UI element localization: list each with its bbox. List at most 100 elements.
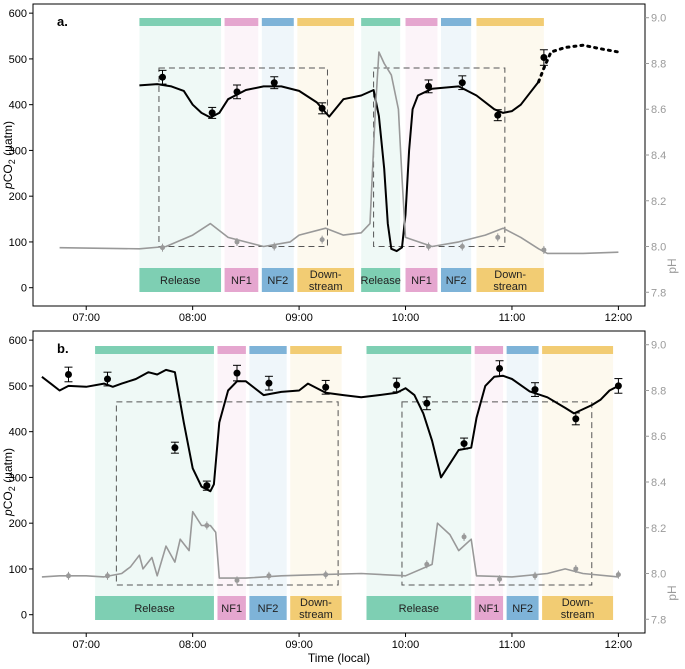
y-left-tick-label: 200 <box>9 518 27 530</box>
zone-background <box>474 346 504 620</box>
x-tick-label: 10:00 <box>392 312 420 324</box>
ph-sample-point <box>234 239 240 245</box>
pco2-sample-point <box>322 383 330 391</box>
ph-sample-point <box>424 561 430 567</box>
zone-background <box>217 346 246 620</box>
pco2-sample-point <box>233 88 241 96</box>
x-tick-label: 07:00 <box>72 312 100 324</box>
zone-label: stream <box>299 609 333 621</box>
ph-sample-point <box>234 577 240 583</box>
y-right-tick-label: 8.2 <box>651 196 666 208</box>
y-left-tick-label: 400 <box>9 427 27 439</box>
zone-top-bar <box>249 346 287 354</box>
panel-label: b. <box>57 341 69 356</box>
zone-background <box>405 18 438 292</box>
zone-background <box>366 346 472 620</box>
zone-label-box <box>506 596 539 620</box>
y-left-tick-label: 600 <box>9 8 27 20</box>
ph-sample-point <box>615 572 621 578</box>
pco2-sample-point <box>64 370 72 378</box>
zone-label: NF2 <box>512 603 533 615</box>
pco2-sample-point <box>572 415 580 423</box>
pco2-sample-point <box>171 444 179 452</box>
pco2-sample-point <box>104 375 112 383</box>
zone-label: stream <box>493 281 527 293</box>
x-axis-label: Time (local) <box>308 651 370 665</box>
zone-top-bar <box>405 18 438 26</box>
zone-top-bar <box>290 346 342 354</box>
zone-label: Release <box>160 275 200 287</box>
pco2-sample-point <box>208 109 216 117</box>
ph-sample-point <box>495 234 501 240</box>
zone-top-bar <box>476 18 544 26</box>
zone-label-box <box>542 596 614 620</box>
zone-label-box <box>217 596 246 620</box>
pco2-sample-point <box>318 104 326 112</box>
y-left-axis-label: pCO2 (µatm) <box>1 121 17 190</box>
ph-sample-point <box>497 576 503 582</box>
y-right-tick-label: 8.4 <box>651 150 666 162</box>
zone-label-box <box>139 268 222 292</box>
ph-sample-point <box>573 566 579 572</box>
ph-sample-point <box>459 244 465 250</box>
pco2-sample-point <box>540 54 548 62</box>
y-right-tick-label: 7.8 <box>651 287 666 299</box>
x-tick-label: 09:00 <box>285 312 313 324</box>
zone-top-bar <box>506 346 539 354</box>
y-right-tick-label: 8.0 <box>651 242 666 254</box>
zone-background <box>441 18 472 292</box>
y-left-tick-label: 400 <box>9 100 27 112</box>
x-tick-label: 12:00 <box>605 639 633 651</box>
zone-label-box <box>261 268 294 292</box>
zone-label-box <box>476 268 544 292</box>
y-right-tick-label: 8.6 <box>651 104 666 116</box>
zone-label-box <box>224 268 259 292</box>
panel-label: a. <box>57 14 68 29</box>
x-tick-label: 07:00 <box>72 639 100 651</box>
panel-a: Release NF1 NF2 Down-stream Release NF1 NF2 Dow… <box>1 3 679 324</box>
pco2-sample-point <box>423 399 431 407</box>
zone-label: NF1 <box>231 275 252 287</box>
y-right-tick-label: 9.0 <box>651 340 666 352</box>
zone-top-bar <box>297 18 355 26</box>
y-left-tick-label: 100 <box>9 237 27 249</box>
zone-top-bar <box>366 346 472 354</box>
zone-label: Down- <box>300 597 332 609</box>
zone-background <box>297 18 355 292</box>
y-right-axis-label: pH <box>665 258 679 273</box>
ph-sample-point <box>159 245 165 251</box>
zone-top-bar <box>474 346 504 354</box>
zone-top-bar <box>542 346 614 354</box>
zone-background <box>476 18 544 292</box>
pco2-sample-point <box>614 382 622 390</box>
zone-label: NF1 <box>479 603 500 615</box>
zone-label: NF2 <box>258 603 279 615</box>
x-tick-label: 08:00 <box>179 312 207 324</box>
ph-line <box>41 510 619 579</box>
zone-label: NF1 <box>411 275 432 287</box>
zone-label: stream <box>309 281 343 293</box>
pco2-sample-point <box>265 379 273 387</box>
pco2-line <box>139 81 540 253</box>
panel-b: Release NF1 NF2 Down-stream Release NF1 NF2 Dow… <box>1 330 679 651</box>
pco2-sample-point <box>233 369 241 377</box>
zone-label-box <box>95 596 214 620</box>
zone-label: NF2 <box>267 275 288 287</box>
pco2-sample-point <box>425 82 433 90</box>
zone-background <box>139 18 222 292</box>
analysis-window-box <box>158 67 328 248</box>
zone-label: NF1 <box>221 603 242 615</box>
zone-top-bar <box>361 18 401 26</box>
y-left-tick-label: 0 <box>21 610 27 622</box>
zone-label-box <box>366 596 472 620</box>
y-right-tick-label: 7.8 <box>651 614 666 626</box>
ph-sample-point <box>541 247 547 253</box>
zone-label-box <box>297 268 355 292</box>
y-right-tick-label: 8.0 <box>651 569 666 581</box>
pco2-sample-point <box>531 386 539 394</box>
zone-top-bar <box>441 18 472 26</box>
y-right-tick-label: 8.4 <box>651 477 666 489</box>
ph-sample-point <box>271 244 277 250</box>
x-tick-label: 11:00 <box>499 312 526 324</box>
